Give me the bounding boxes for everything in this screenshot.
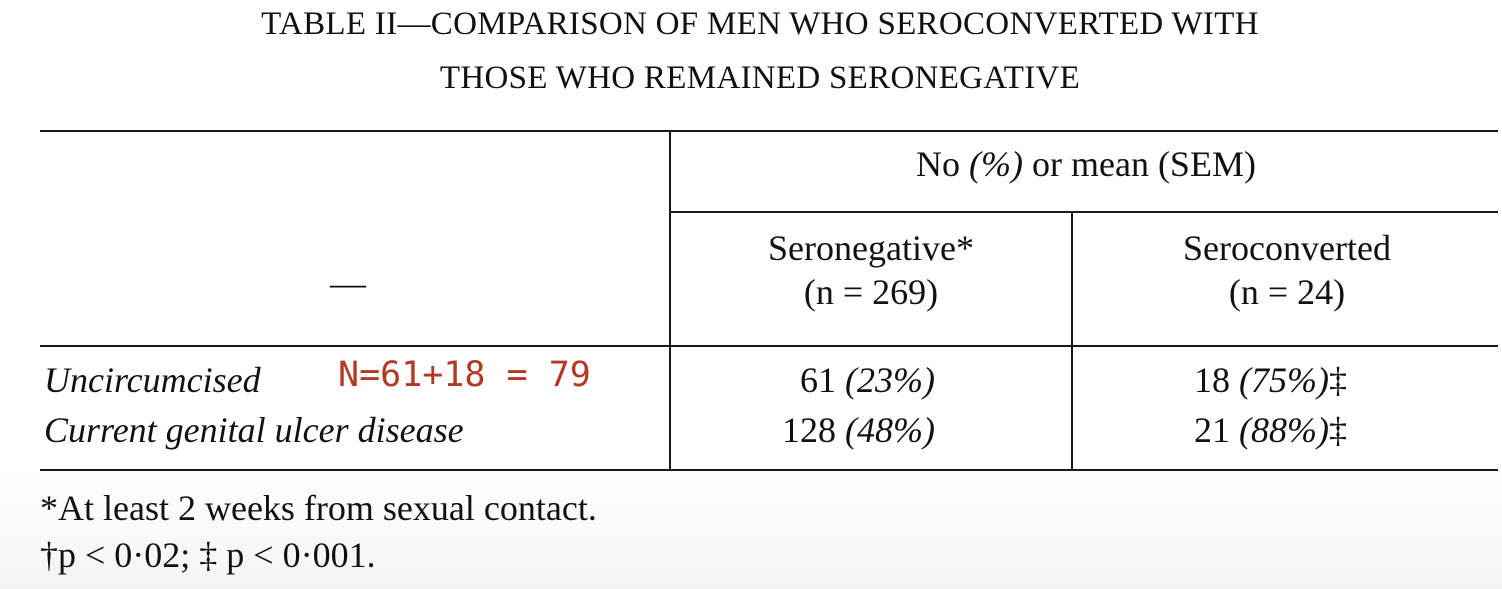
group-header-percent: (%) [969, 144, 1023, 184]
cell-value: 128 [782, 410, 836, 450]
stub-column-divider [669, 131, 671, 470]
column-header-seroconverted-n: (n = 24) [1228, 272, 1346, 312]
cell-value: 21 [1194, 410, 1230, 450]
cell-percent: (75%) [1239, 360, 1329, 400]
footnote-seronegative-definition: *At least 2 weeks from sexual contact. [40, 488, 597, 528]
cell-ulcer-seroconverted: 21 (88%)‡ [1194, 409, 1347, 451]
stub-header-dash: — [330, 263, 366, 303]
cell-value: 18 [1194, 360, 1230, 400]
column-header-seroconverted-name: Seroconverted [1183, 228, 1391, 268]
cell-uncircumcised-seronegative: 61 (23%) [800, 359, 935, 401]
group-header-prefix: No [916, 144, 970, 184]
cell-percent: (48%) [845, 410, 935, 450]
column-header-seronegative-name: Seronegative* [768, 228, 974, 268]
column-header-seroconverted: Seroconverted (n = 24) [1073, 226, 1501, 314]
significance-mark: ‡ [1328, 360, 1347, 400]
column-group-header: No (%) or mean (SEM) [672, 143, 1500, 185]
table-bottom-rule [40, 469, 1498, 471]
row-label-uncircumcised: Uncircumcised [44, 360, 261, 400]
header-bottom-rule [40, 345, 1498, 347]
group-column-divider [1071, 212, 1073, 470]
table-title-line-2: THOSE WHO REMAINED SERONEGATIVE [439, 60, 1081, 96]
column-header-seronegative: Seronegative* (n = 269) [672, 226, 1070, 314]
handwritten-annotation: N=61+18 = 79 [338, 355, 591, 395]
row-label-genital-ulcer: Current genital ulcer disease [44, 410, 464, 450]
cell-ulcer-seronegative: 128 (48%) [782, 409, 935, 451]
table-top-rule [40, 130, 1498, 132]
group-header-suffix: or mean (SEM) [1023, 144, 1256, 184]
column-header-seronegative-n: (n = 269) [803, 272, 939, 312]
cell-value: 61 [800, 360, 836, 400]
significance-mark: ‡ [1328, 410, 1347, 450]
header-group-rule [670, 211, 1498, 213]
cell-percent: (88%) [1239, 410, 1329, 450]
table-title-line-1: TABLE II—COMPARISON OF MEN WHO SEROCONVE… [261, 6, 1259, 42]
footnote-significance: †p < 0·02; ‡ p < 0·001. [40, 535, 376, 575]
cell-percent: (23%) [845, 360, 935, 400]
cell-uncircumcised-seroconverted: 18 (75%)‡ [1194, 359, 1347, 401]
